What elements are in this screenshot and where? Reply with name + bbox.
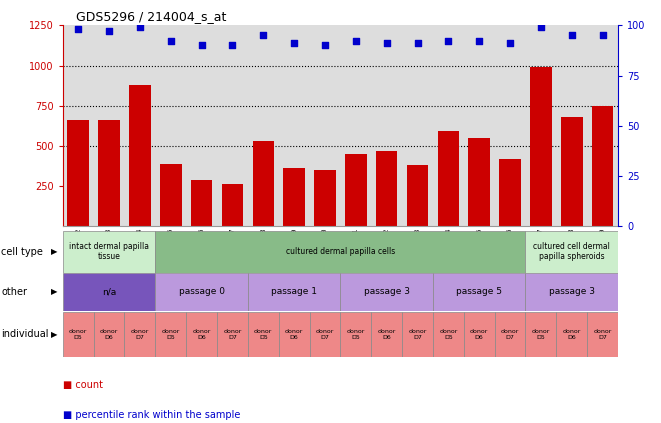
Bar — [129, 85, 151, 226]
Text: donor
D7: donor D7 — [501, 329, 520, 340]
Bar — [464, 312, 494, 357]
Text: cultured cell dermal
papilla spheroids: cultured cell dermal papilla spheroids — [533, 242, 610, 261]
Bar — [525, 231, 618, 273]
Bar — [191, 181, 212, 226]
Text: ■ count: ■ count — [63, 380, 103, 390]
Bar — [221, 184, 243, 226]
Bar — [63, 273, 155, 311]
Text: donor
D7: donor D7 — [131, 329, 149, 340]
Bar — [469, 138, 490, 226]
Bar — [525, 273, 618, 311]
Point — [227, 42, 238, 49]
Text: donor
D7: donor D7 — [223, 329, 242, 340]
Text: passage 3: passage 3 — [364, 287, 410, 297]
Text: donor
D7: donor D7 — [408, 329, 427, 340]
Point — [505, 40, 516, 47]
Text: donor
D7: donor D7 — [594, 329, 612, 340]
Bar — [217, 312, 248, 357]
Bar — [248, 273, 340, 311]
Text: donor
D7: donor D7 — [316, 329, 334, 340]
Bar — [67, 120, 89, 226]
Text: other: other — [1, 287, 27, 297]
Text: ▶: ▶ — [51, 330, 58, 339]
Text: donor
D5: donor D5 — [346, 329, 365, 340]
Bar — [94, 312, 124, 357]
Text: passage 0: passage 0 — [178, 287, 225, 297]
Text: donor
D5: donor D5 — [69, 329, 87, 340]
Text: cell type: cell type — [1, 247, 43, 257]
Bar — [253, 141, 274, 226]
Point — [598, 32, 608, 39]
Bar — [433, 273, 525, 311]
Bar — [587, 312, 618, 357]
Text: donor
D6: donor D6 — [377, 329, 396, 340]
Bar — [63, 312, 94, 357]
Text: donor
D5: donor D5 — [254, 329, 272, 340]
Bar — [155, 273, 248, 311]
Text: ▶: ▶ — [51, 247, 58, 256]
Text: donor
D6: donor D6 — [285, 329, 303, 340]
Point — [135, 24, 145, 31]
Text: donor
D5: donor D5 — [531, 329, 550, 340]
Text: ■ percentile rank within the sample: ■ percentile rank within the sample — [63, 409, 240, 420]
Bar — [530, 67, 552, 226]
Bar — [186, 312, 217, 357]
Bar — [98, 120, 120, 226]
Point — [474, 38, 485, 45]
Text: passage 1: passage 1 — [271, 287, 317, 297]
Bar — [433, 312, 464, 357]
Bar — [561, 117, 582, 226]
Bar — [155, 312, 186, 357]
Bar — [407, 165, 428, 226]
Bar — [284, 168, 305, 226]
Bar — [248, 312, 279, 357]
Text: n/a: n/a — [102, 287, 116, 297]
Point — [350, 38, 361, 45]
Text: donor
D5: donor D5 — [161, 329, 180, 340]
Point — [443, 38, 453, 45]
Bar — [340, 312, 371, 357]
Bar — [557, 312, 587, 357]
Point — [412, 40, 423, 47]
Point — [258, 32, 268, 39]
Text: donor
D6: donor D6 — [192, 329, 211, 340]
Bar — [402, 312, 433, 357]
Text: passage 3: passage 3 — [549, 287, 595, 297]
Bar — [376, 151, 397, 226]
Bar — [309, 312, 340, 357]
Text: ▶: ▶ — [51, 287, 58, 297]
Text: donor
D6: donor D6 — [563, 329, 581, 340]
Bar — [345, 154, 367, 226]
Point — [566, 32, 577, 39]
Text: donor
D6: donor D6 — [470, 329, 488, 340]
Point — [381, 40, 392, 47]
Text: donor
D5: donor D5 — [439, 329, 457, 340]
Bar — [314, 170, 336, 226]
Bar — [525, 312, 557, 357]
Point — [73, 26, 83, 33]
Bar — [499, 159, 521, 226]
Text: individual: individual — [1, 329, 49, 339]
Bar — [592, 106, 613, 226]
Point — [289, 40, 299, 47]
Text: GDS5296 / 214004_s_at: GDS5296 / 214004_s_at — [76, 10, 226, 23]
Bar — [340, 273, 433, 311]
Bar — [279, 312, 309, 357]
Text: passage 5: passage 5 — [456, 287, 502, 297]
Bar — [494, 312, 525, 357]
Text: intact dermal papilla
tissue: intact dermal papilla tissue — [69, 242, 149, 261]
Bar — [371, 312, 402, 357]
Bar — [438, 132, 459, 226]
Bar — [63, 231, 155, 273]
Point — [196, 42, 207, 49]
Bar — [160, 164, 182, 226]
Text: cultured dermal papilla cells: cultured dermal papilla cells — [286, 247, 395, 256]
Point — [104, 28, 114, 35]
Bar — [124, 312, 155, 357]
Point — [165, 38, 176, 45]
Point — [320, 42, 330, 49]
Bar — [155, 231, 525, 273]
Point — [535, 24, 546, 31]
Text: donor
D6: donor D6 — [100, 329, 118, 340]
